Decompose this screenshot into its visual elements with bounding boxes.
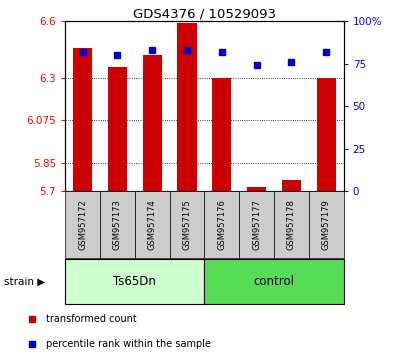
Bar [274, 191, 309, 258]
Text: GSM957174: GSM957174 [148, 199, 157, 250]
Bar [239, 191, 274, 258]
Text: GSM957175: GSM957175 [182, 199, 192, 250]
Text: strain ▶: strain ▶ [4, 276, 45, 286]
Text: GSM957178: GSM957178 [287, 199, 296, 250]
Text: transformed count: transformed count [46, 314, 137, 324]
Bar [205, 191, 239, 258]
Bar [108, 67, 127, 191]
Bar [143, 55, 162, 191]
Text: GSM957177: GSM957177 [252, 199, 261, 250]
Text: Ts65Dn: Ts65Dn [113, 275, 156, 288]
Bar [247, 187, 266, 191]
Text: GSM957176: GSM957176 [217, 199, 226, 250]
Bar [317, 78, 336, 191]
Bar [65, 259, 205, 303]
Bar [135, 191, 169, 258]
Bar [212, 78, 231, 191]
Bar [65, 191, 100, 258]
Bar [282, 180, 301, 191]
Bar [73, 48, 92, 191]
Bar [177, 23, 197, 191]
Text: GSM957179: GSM957179 [322, 199, 331, 250]
Bar [169, 191, 205, 258]
Text: GSM957172: GSM957172 [78, 199, 87, 250]
Title: GDS4376 / 10529093: GDS4376 / 10529093 [133, 7, 276, 20]
Bar [205, 259, 344, 303]
Text: control: control [254, 275, 295, 288]
Text: percentile rank within the sample: percentile rank within the sample [46, 339, 211, 349]
Bar [309, 191, 344, 258]
Text: GSM957173: GSM957173 [113, 199, 122, 250]
Bar [100, 191, 135, 258]
